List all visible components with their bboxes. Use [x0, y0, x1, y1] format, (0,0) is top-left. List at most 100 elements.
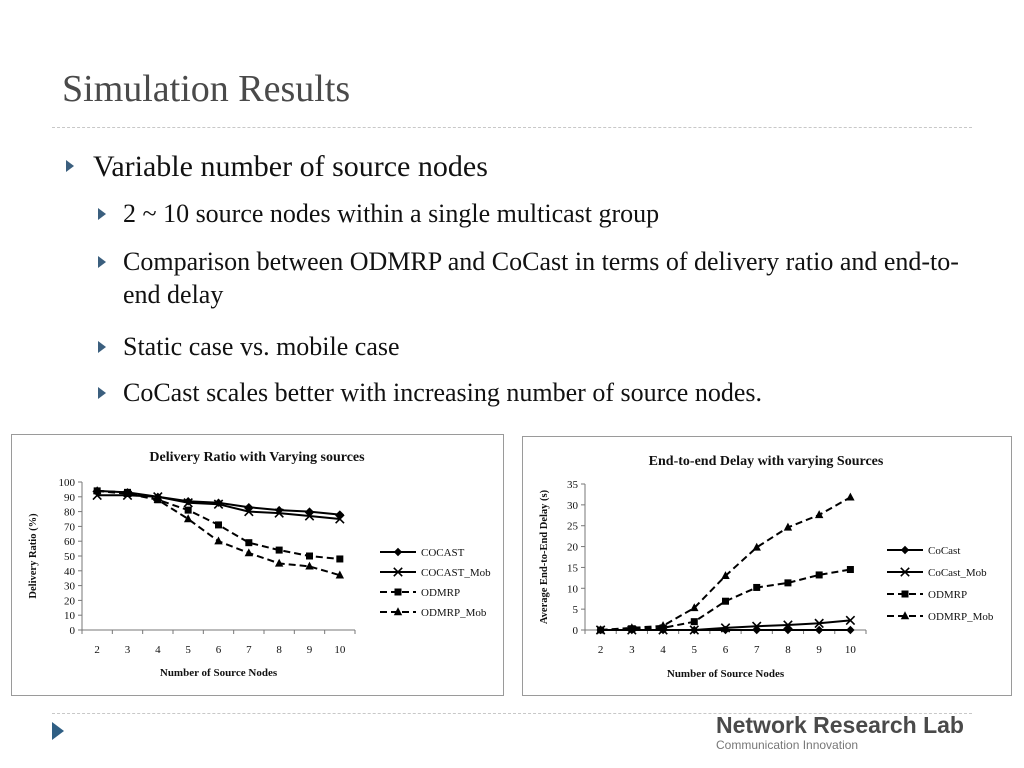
data-point [690, 603, 699, 612]
legend-marker [393, 607, 403, 616]
y-tick-label: 10 [64, 610, 76, 622]
data-point [336, 555, 344, 563]
legend-marker [900, 611, 910, 620]
brand-tagline: Communication Innovation [716, 738, 859, 752]
y-tick-label: 100 [59, 477, 76, 489]
y-tick-label: 5 [573, 604, 579, 616]
series-line [600, 496, 851, 631]
legend-label: CoCast [928, 545, 960, 557]
x-tick-label: 9 [307, 644, 313, 656]
x-tick-label: 9 [816, 644, 822, 656]
data-point [215, 521, 222, 529]
y-tick-label: 80 [64, 507, 76, 519]
y-axis-label: Delivery Ratio (%) [28, 513, 39, 599]
data-point [275, 546, 283, 554]
x-tick-label: 2 [94, 644, 100, 656]
data-point [92, 486, 102, 495]
data-point [658, 621, 668, 630]
bullet-arrow-icon [98, 387, 106, 399]
data-point [305, 561, 314, 570]
data-point [783, 620, 793, 630]
data-point [784, 579, 792, 587]
bullet-level2: 2 ~ 10 source nodes within a single mult… [123, 199, 660, 228]
x-tick-label: 7 [754, 644, 760, 656]
data-point [845, 615, 856, 626]
bullet-level1: Variable number of source nodes [93, 150, 488, 183]
x-tick-label: 10 [334, 644, 346, 656]
data-point [721, 571, 730, 579]
legend-label: ODMRP_Mob [421, 607, 487, 619]
data-point [596, 625, 605, 634]
data-point [304, 511, 315, 521]
x-tick-label: 6 [216, 644, 222, 656]
data-point [751, 621, 762, 632]
legend-label: COCAST_Mob [421, 567, 491, 579]
y-tick-label: 25 [567, 521, 579, 533]
data-point [846, 492, 855, 501]
legend-label: ODMRP [421, 587, 460, 599]
data-point [123, 489, 132, 498]
y-tick-label: 15 [567, 562, 579, 574]
data-point [814, 618, 824, 629]
x-tick-label: 2 [598, 644, 604, 656]
data-point [627, 623, 637, 632]
y-axis-label: Average End-to-End Delay (s) [539, 489, 550, 624]
data-point [722, 597, 729, 605]
data-point [752, 625, 761, 635]
y-tick-label: 60 [64, 536, 76, 548]
delivery-ratio-chart: Delivery Ratio with Varying sources 0 10 20… [28, 450, 491, 679]
data-point [274, 558, 284, 567]
x-axis-label: Number of Source Nodes [667, 668, 785, 680]
data-point [184, 506, 192, 514]
chart-title: Delivery Ratio with Varying sources [149, 450, 365, 465]
data-point [306, 552, 313, 560]
series-odmrp-mob [596, 492, 855, 634]
legend-label: COCAST [421, 547, 465, 559]
data-point [183, 497, 193, 508]
data-point [335, 510, 345, 519]
y-tick-label: 20 [64, 595, 76, 607]
y-tick-label: 90 [64, 492, 76, 504]
data-point [690, 618, 698, 626]
x-axis-label: Number of Source Nodes [160, 667, 278, 679]
data-point [752, 542, 761, 551]
x-tick-label: 4 [660, 644, 666, 656]
legend-label: ODMRP [928, 589, 967, 601]
data-point [846, 625, 855, 635]
data-point [335, 570, 345, 579]
legend-label: ODMRP_Mob [928, 611, 994, 623]
legend-marker [900, 545, 910, 555]
slide-title: Simulation Results [62, 68, 351, 110]
x-tick-label: 8 [276, 644, 282, 656]
bullet-level2: CoCast scales better with increasing num… [123, 378, 762, 407]
y-tick-label: 30 [567, 500, 579, 512]
bullet-arrow-icon [98, 341, 106, 353]
chart-title: End-to-end Delay with varying Sources [649, 454, 884, 469]
x-tick-label: 3 [125, 644, 131, 656]
y-tick-label: 30 [64, 581, 76, 593]
legend-marker [900, 567, 910, 577]
legend-label: CoCast_Mob [928, 567, 987, 579]
x-tick-label: 5 [185, 644, 191, 656]
bullet-arrow-icon [98, 208, 106, 220]
data-point [244, 506, 254, 517]
y-tick-label: 0 [70, 625, 76, 637]
legend-marker [394, 588, 402, 596]
data-point [214, 536, 223, 545]
title-divider [52, 127, 972, 128]
bullet-level2: Comparison between ODMRP and CoCast in t… [123, 247, 959, 309]
y-tick-label: 10 [567, 583, 579, 595]
data-point [814, 625, 824, 635]
data-point [244, 548, 254, 557]
bullet-arrow-icon [98, 256, 106, 268]
x-tick-label: 5 [692, 644, 698, 656]
y-tick-label: 35 [567, 479, 579, 491]
data-point [274, 508, 284, 518]
x-tick-label: 7 [246, 644, 252, 656]
x-tick-label: 10 [845, 644, 857, 656]
data-point [721, 625, 730, 635]
y-tick-label: 70 [64, 521, 76, 533]
y-tick-label: 20 [567, 542, 579, 554]
y-tick-label: 50 [64, 551, 76, 563]
data-point [305, 507, 314, 516]
